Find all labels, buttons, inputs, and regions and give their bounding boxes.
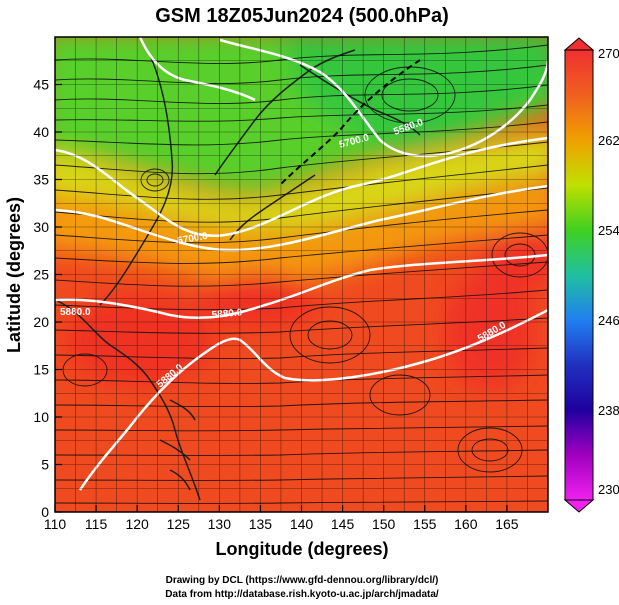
map-title: GSM 18Z05Jun2024 (500.0hPa): [155, 5, 448, 27]
trough-line: [279, 59, 421, 186]
y-tick-label: 10: [33, 409, 49, 425]
x-tick-label: 145: [331, 516, 355, 532]
colorbar-tick-label: 262: [598, 133, 619, 148]
colorbar-tick-label: 238: [598, 403, 619, 418]
colorbar-tick-label: 246: [598, 313, 619, 328]
colorbar-scale: [564, 49, 594, 501]
contour-label: 5700.0: [177, 231, 209, 247]
colorbar-tick-label: 254: [598, 223, 619, 238]
y-tick-label: 20: [33, 314, 49, 330]
y-tick-label: 35: [33, 172, 49, 188]
y-tick-label: 40: [33, 124, 49, 140]
colorbar-tick-label: 230: [598, 482, 619, 497]
x-tick-label: 130: [208, 516, 232, 532]
plot-area: 5880.0 5880.0 5700.0 5580.0 5700.0 5880.…: [55, 37, 548, 512]
credit-drawing: Drawing by DCL (https://www.gfd-dennou.o…: [166, 575, 439, 586]
y-axis-label: Latitude (degrees): [4, 197, 24, 353]
colorbar-tick-label: 270: [598, 46, 619, 61]
x-axis-label: Longitude (degrees): [215, 539, 388, 559]
x-tick-label: 155: [413, 516, 437, 532]
streamlines: [55, 44, 548, 504]
x-axis: 110 115 120 125 130 135 140 145 150 155 160 165: [44, 505, 519, 532]
x-tick-label: 165: [495, 516, 519, 532]
x-tick-label: 115: [85, 516, 108, 532]
x-tick-label: 110: [44, 516, 67, 532]
x-tick-label: 125: [167, 516, 191, 532]
y-tick-label: 30: [33, 219, 49, 235]
colorbar: 270 262 254 246 238 230: [563, 37, 619, 513]
x-tick-label: 150: [372, 516, 396, 532]
x-tick-label: 140: [290, 516, 314, 532]
y-tick-label: 45: [33, 77, 49, 93]
grid-lines: [55, 37, 548, 512]
x-tick-label: 160: [454, 516, 478, 532]
x-tick-label: 120: [125, 516, 149, 532]
x-tick-label: 135: [249, 516, 273, 532]
y-axis: 0 5 10 15 20 25 30 35 40 45: [33, 77, 62, 520]
credit-data: Data from http://database.rish.kyoto-u.a…: [165, 589, 439, 600]
y-tick-label: 25: [33, 267, 49, 283]
y-tick-label: 0: [41, 504, 49, 520]
y-tick-label: 5: [41, 457, 49, 473]
colorbar-bottom-arrow: [563, 499, 595, 513]
colorbar-top-arrow: [563, 37, 595, 51]
y-tick-label: 15: [33, 362, 49, 378]
